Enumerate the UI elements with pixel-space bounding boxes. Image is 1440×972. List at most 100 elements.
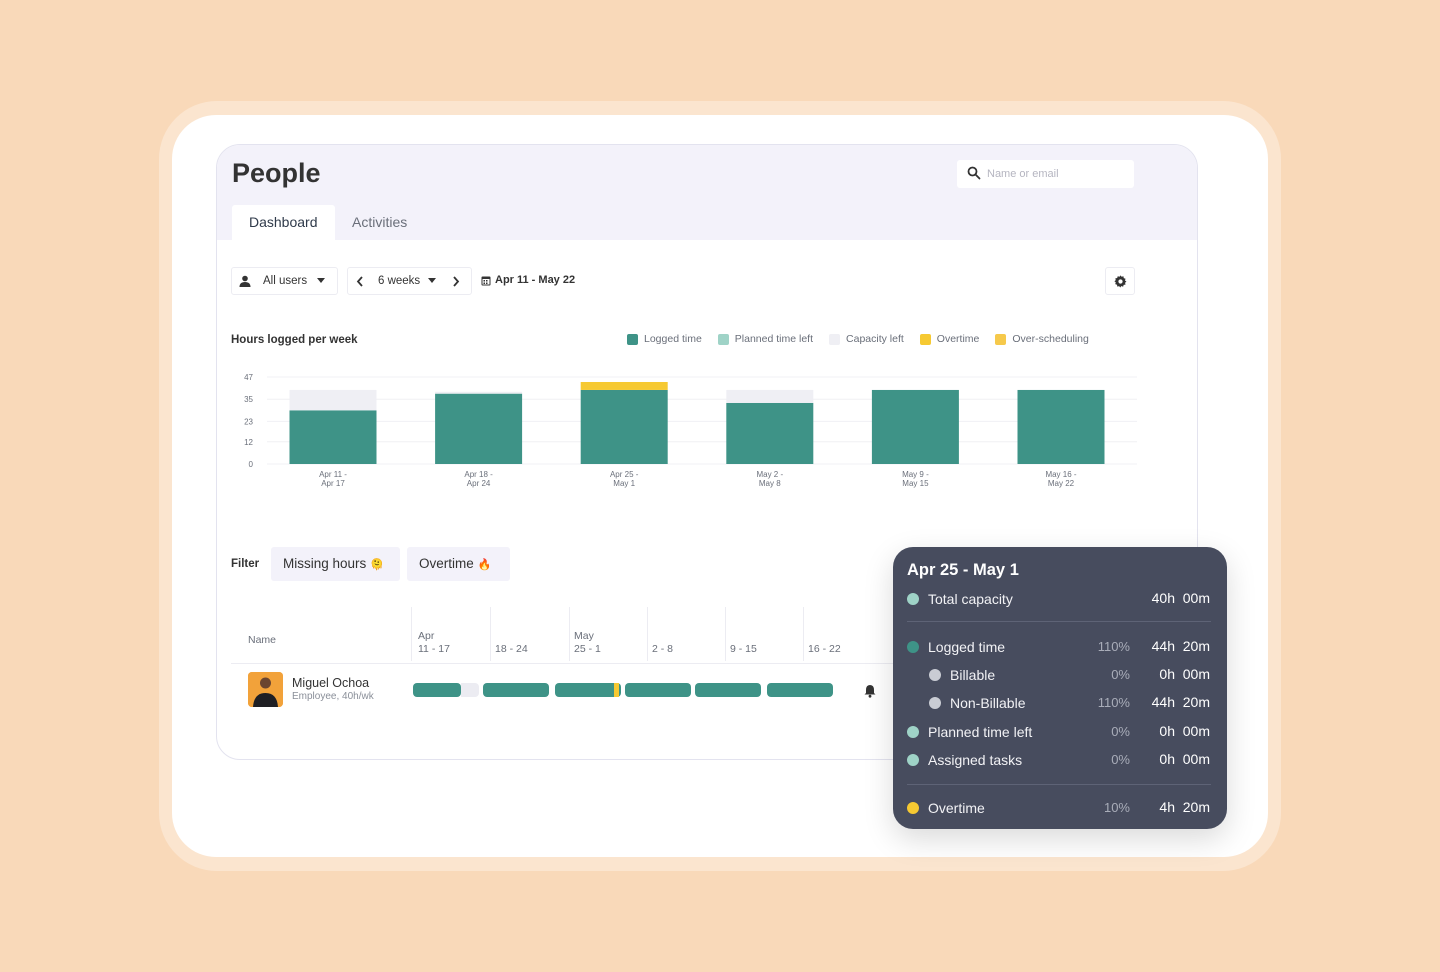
column-divider [490,607,491,661]
x-tick-label: Apr 25 - [610,470,639,479]
tooltip-row-percent: 110% [1097,695,1130,710]
legend-swatch [995,333,1007,345]
tooltip-divider [907,621,1211,622]
x-tick-label: May 15 [902,479,929,488]
x-tick-label: Apr 24 [467,479,491,488]
bar-capacity-left [289,389,377,411]
chart-legend: Logged time Planned time left Capacity lef… [627,333,1089,345]
tooltip-row-label: Assigned tasks [928,752,1023,768]
y-tick-label: 0 [249,460,254,469]
tooltip-row-label: Overtime [928,800,985,816]
date-range-label: Apr 11 - May 22 [495,274,576,286]
row-divider [231,663,901,664]
tab-dashboard[interactable]: Dashboard [232,205,335,240]
chip-label: Overtime [419,556,474,571]
x-tick-label: Apr 18 - [464,470,493,479]
melting-face-icon: 🫠 [370,559,384,571]
tooltip-row: Overtime [907,798,985,818]
chip-label: Missing hours [283,556,367,571]
tooltip-row-label: Non-Billable [950,695,1026,711]
chevron-left-icon[interactable] [356,275,364,287]
bar-logged-time [726,402,814,464]
tab-activities[interactable]: Activities [352,214,408,230]
filter-label: Filter [231,558,260,570]
tooltip-dot [907,726,919,738]
x-tick-label: May 8 [759,479,781,488]
date-range[interactable]: Apr 11 - May 22 [481,274,575,286]
hours-bar-chart: 47 35 23 12 0 Apr 11 -Apr 17 Apr 18 -Apr 24 Apr… [244,373,1137,488]
timeline-logged-bar[interactable] [483,683,549,697]
tooltip-row-percent: 110% [1097,639,1130,654]
tooltip-dot [929,669,941,681]
tooltip-divider [907,784,1211,785]
person-role: Employee, 40h/wk [292,691,374,702]
tooltip-dot [907,593,919,605]
timeline-logged-bar[interactable] [625,683,691,697]
tooltip-row: Assigned tasks [907,750,1022,770]
timeline-capacity-left-bar [460,683,479,697]
avatar[interactable] [248,672,283,707]
legend-label: Capacity left [846,333,904,345]
tooltip-row-percent: 0% [1111,667,1130,682]
settings-button[interactable] [1105,267,1135,295]
timeline-logged-bar[interactable] [695,683,761,697]
tooltip-row-label: Logged time [928,639,1006,655]
users-filter-dropdown[interactable]: All users [231,267,338,295]
timeline-logged-bar[interactable] [767,683,833,697]
gear-icon [1113,274,1126,288]
fire-icon: 🔥 [477,559,492,571]
x-tick-label: May 22 [1048,479,1075,488]
tooltip-row: Billable [929,665,995,685]
caret-down-icon [428,278,437,283]
week-month-label: Apr [418,630,435,642]
y-tick-label: 23 [244,417,253,426]
x-tick-label: May 1 [613,479,635,488]
y-tick-label: 12 [244,438,253,447]
tooltip-dot [907,641,919,653]
x-tick-label: May 16 - [1045,470,1076,479]
bell-icon[interactable] [863,684,877,698]
tooltip-row: Logged time [907,637,1005,657]
bar-logged-time [580,389,668,464]
filter-chip-missing-hours[interactable]: Missing hours 🫠 [271,547,400,581]
users-filter-label: All users [263,275,308,287]
tooltip-title: Apr 25 - May 1 [907,561,1019,579]
week-range-label: 16 - 22 [808,643,841,655]
legend-item: Planned time left [717,333,813,345]
legend-label: Over-scheduling [1012,333,1089,345]
tooltip-row-value: 44h 20m [1151,694,1210,710]
chevron-right-icon[interactable] [452,275,460,287]
column-divider [725,607,726,661]
column-divider [411,607,412,661]
person-name[interactable]: Miguel Ochoa [292,676,370,690]
bar-overtime [580,381,668,390]
bar-capacity-left [726,389,814,403]
tooltip-row-value: 44h 20m [1151,638,1210,654]
filter-chip-overtime[interactable]: Overtime 🔥 [407,547,510,581]
tooltip-row-value: 0h 00m [1159,666,1210,682]
search-input[interactable] [987,164,1127,184]
legend-swatch [627,333,638,345]
period-selector[interactable]: 6 weeks [347,267,472,295]
legend-label: Overtime [936,333,980,345]
bar-logged-time [871,389,959,464]
x-tick-label: Apr 17 [321,479,345,488]
timeline-logged-bar[interactable] [555,683,621,697]
period-label[interactable]: 6 weeks [378,275,421,287]
bar-logged-time [1017,389,1105,464]
bar-logged-time [289,410,377,464]
tooltip-row-value: 40h 00m [1151,590,1210,606]
tooltip-row-value: 0h 00m [1159,751,1210,767]
tooltip-row: Non-Billable [929,693,1025,713]
tooltip-row: Planned time left [907,722,1032,742]
timeline-overtime-bar [614,683,619,697]
bar-capacity-left [435,391,523,394]
week-range-label: 18 - 24 [495,643,528,655]
search-box[interactable] [957,160,1134,188]
y-tick-label: 47 [244,373,253,382]
tooltip-row-value: 4h 20m [1159,799,1210,815]
legend-item: Overtime [919,333,980,345]
timeline-logged-bar[interactable] [413,683,461,697]
column-divider [803,607,804,661]
tooltip-row-label: Billable [950,667,996,683]
